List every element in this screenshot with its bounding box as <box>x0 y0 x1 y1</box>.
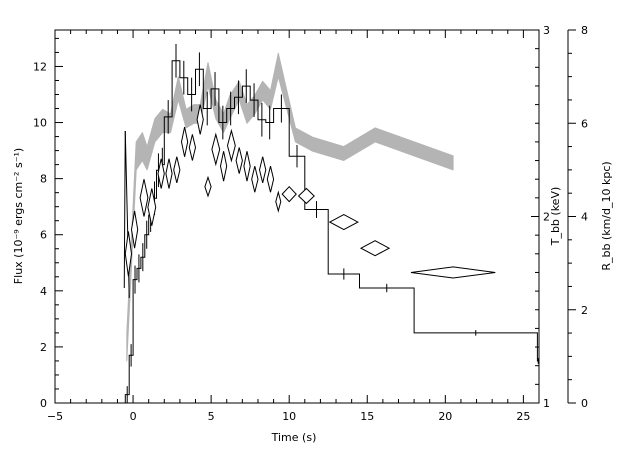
temperature-point <box>204 175 212 198</box>
temperature-point <box>196 104 204 135</box>
temperature-point <box>266 165 275 193</box>
temperature-axis-title: T_bb (keV) <box>549 187 562 247</box>
y-tick-label: 2 <box>40 341 47 354</box>
x-axis-title: Time (s) <box>271 431 317 444</box>
y-tick-label: 4 <box>40 285 47 298</box>
temperature-point <box>251 165 259 193</box>
radius-axis-title: R_bb (km/d_10 kpc) <box>600 161 613 270</box>
temperature-point <box>328 214 359 231</box>
x-tick-label: 25 <box>516 410 530 423</box>
temperature-point <box>139 179 149 217</box>
temperature-point <box>219 151 228 182</box>
temperature-tick-label: 2 <box>543 211 550 224</box>
x-tick-label: 0 <box>130 410 137 423</box>
temperature-point <box>258 156 267 184</box>
y-tick-label: 6 <box>40 229 47 242</box>
temperature-point <box>275 190 282 213</box>
temperature-point <box>173 156 181 184</box>
temperature-point <box>157 158 165 189</box>
temperature-tick-label: 3 <box>543 24 550 37</box>
x-tick-label: 15 <box>360 410 374 423</box>
temperature-point <box>211 132 221 167</box>
flux-spike <box>123 130 126 289</box>
temperature-point <box>147 188 157 226</box>
temperature-point <box>359 240 391 257</box>
temperature-point <box>235 147 243 174</box>
y-axis-title: Flux (10⁻⁹ ergs cm⁻² s⁻¹) <box>12 148 25 284</box>
x-tick-label: 20 <box>438 410 452 423</box>
temperature-point <box>180 126 189 157</box>
temperature-point <box>297 187 315 205</box>
radius-tick-label: 2 <box>581 304 588 317</box>
radius-tick-label: 4 <box>581 211 588 224</box>
radius-tick-label: 6 <box>581 117 588 130</box>
temperature-point <box>281 185 297 203</box>
radius-band-layer <box>126 52 454 362</box>
temperature-point <box>226 128 236 163</box>
temperature-point <box>130 210 139 249</box>
temperature-tick-label: 1 <box>543 397 550 410</box>
x-tick-label: 5 <box>208 410 215 423</box>
y-tick-label: 12 <box>33 60 47 73</box>
temperature-point <box>410 266 496 279</box>
y-tick-label: 0 <box>40 397 47 410</box>
x-tick-label: −5 <box>47 410 63 423</box>
temperature-diamond-layer <box>124 104 496 279</box>
temperature-point <box>124 231 133 277</box>
temperature-point <box>188 134 197 161</box>
flux-histogram-line <box>124 60 539 403</box>
x-tick-label: 10 <box>282 410 296 423</box>
radius-tick-label: 0 <box>581 397 588 410</box>
y-tick-label: 8 <box>40 173 47 186</box>
radius-band <box>126 52 454 362</box>
temperature-point <box>165 158 173 189</box>
temperature-point <box>243 151 251 182</box>
y-tick-label: 10 <box>33 117 47 130</box>
radius-tick-label: 8 <box>581 24 588 37</box>
